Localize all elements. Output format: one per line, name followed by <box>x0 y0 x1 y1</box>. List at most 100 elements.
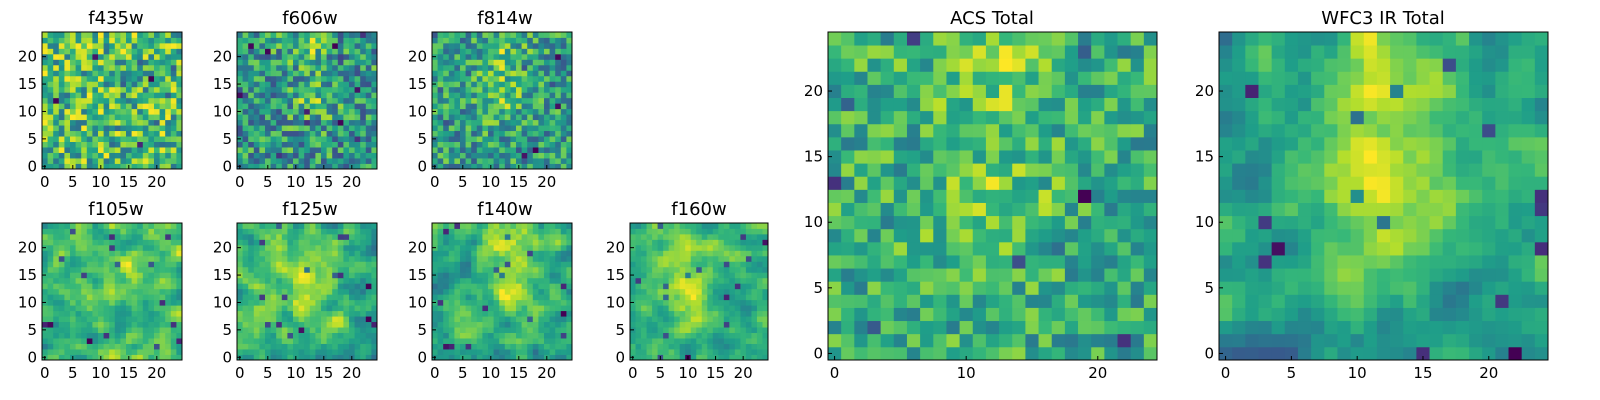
heatmap-cell <box>120 272 127 279</box>
heatmap-cell <box>58 130 65 137</box>
heatmap-cell <box>668 327 675 333</box>
heatmap-cell <box>270 250 277 257</box>
heatmap-cell <box>465 244 472 251</box>
heatmap-cell <box>309 228 316 235</box>
heatmap-cell <box>906 255 921 269</box>
heatmap-cell <box>454 250 461 257</box>
heatmap-cell <box>176 321 183 328</box>
heatmap-cell <box>47 147 54 153</box>
heatmap-cell <box>321 75 327 82</box>
heatmap-cell <box>674 332 681 339</box>
heatmap-cell <box>841 255 855 269</box>
heatmap-cell <box>460 81 466 88</box>
heatmap-cell <box>521 332 528 339</box>
heatmap-cell <box>126 158 132 164</box>
heatmap-cell <box>745 233 752 240</box>
heatmap-cell <box>114 277 121 284</box>
heatmap-cell <box>516 277 522 284</box>
heatmap-cell <box>972 189 987 203</box>
heatmap-cell <box>326 343 333 350</box>
heatmap-cell <box>532 152 539 159</box>
heatmap-cell <box>137 136 144 142</box>
heatmap-cell <box>521 119 528 126</box>
heatmap-cell <box>1091 241 1105 256</box>
heatmap-cell <box>159 75 166 82</box>
heatmap-cell <box>1012 255 1026 269</box>
heatmap-cell <box>332 53 339 60</box>
heatmap-cell <box>148 163 155 170</box>
heatmap-cell <box>723 261 730 268</box>
y-tick-label: 10 <box>606 293 625 311</box>
heatmap-cell <box>657 228 664 235</box>
heatmap-cell <box>281 261 288 268</box>
heatmap-cell <box>707 239 714 246</box>
heatmap-cell <box>242 332 249 339</box>
heatmap-cell <box>476 250 483 257</box>
heatmap-cell <box>527 354 534 361</box>
heatmap-cell <box>734 266 741 273</box>
heatmap-cell <box>437 244 444 251</box>
heatmap-cell <box>652 261 658 268</box>
heatmap-cell <box>131 158 138 164</box>
heatmap-cell <box>332 37 339 44</box>
heatmap-cell <box>343 70 350 77</box>
heatmap-cell <box>92 97 99 104</box>
heatmap-cell <box>527 294 534 301</box>
heatmap-cell <box>321 321 327 328</box>
heatmap-cell <box>242 354 249 361</box>
heatmap-cell <box>828 268 842 282</box>
heatmap-cell <box>734 338 741 344</box>
heatmap-cell <box>343 53 350 60</box>
heatmap-cell <box>488 103 494 110</box>
heatmap-cell <box>265 70 271 77</box>
heatmap-cell <box>854 176 868 190</box>
heatmap-cell <box>326 86 333 93</box>
heatmap-cell <box>482 48 489 55</box>
heatmap-cell <box>360 147 367 153</box>
heatmap-cell <box>170 70 177 77</box>
heatmap-cell <box>47 255 54 262</box>
heatmap-cell <box>265 338 271 344</box>
heatmap-cell <box>165 136 172 142</box>
heatmap-cell <box>326 141 333 148</box>
heatmap-cell <box>510 42 517 49</box>
x-tick-label: 20 <box>537 364 556 382</box>
heatmap-cell <box>47 272 54 279</box>
heatmap-cell <box>504 103 511 110</box>
heatmap-cell <box>549 305 556 312</box>
heatmap-cell <box>555 294 562 301</box>
heatmap-cell <box>1025 268 1039 282</box>
heatmap-cell <box>309 163 316 170</box>
heatmap-cell <box>657 321 664 328</box>
heatmap-cell <box>281 288 288 295</box>
heatmap-cell <box>315 163 322 170</box>
heatmap-cell <box>1091 294 1105 308</box>
heatmap-cell <box>488 338 494 344</box>
heatmap-cell <box>343 75 350 82</box>
heatmap-cell <box>126 86 132 93</box>
heatmap-cell <box>304 70 311 77</box>
heatmap-cell <box>685 327 692 333</box>
heatmap-cell <box>321 97 327 104</box>
heatmap-cell <box>259 92 266 99</box>
heatmap-cell <box>86 75 93 82</box>
heatmap-cell <box>304 277 311 284</box>
heatmap-cell <box>237 70 243 77</box>
heatmap-cell <box>98 141 104 148</box>
heatmap-cell <box>493 283 500 290</box>
heatmap-cell <box>281 349 288 355</box>
heatmap-cell <box>270 108 277 115</box>
heatmap-cell <box>253 152 260 159</box>
heatmap-cell <box>448 59 455 66</box>
heatmap-cell <box>75 261 82 268</box>
heatmap-cell <box>521 114 528 121</box>
heatmap-cell <box>165 255 172 262</box>
heatmap-cell <box>454 97 461 104</box>
heatmap-cell <box>560 103 567 110</box>
heatmap-cell <box>170 223 177 229</box>
y-tick-label: 0 <box>222 348 232 366</box>
heatmap-cell <box>723 283 730 290</box>
heatmap-cell <box>504 327 511 333</box>
heatmap-cell <box>242 125 249 132</box>
heatmap-cell <box>696 310 703 317</box>
